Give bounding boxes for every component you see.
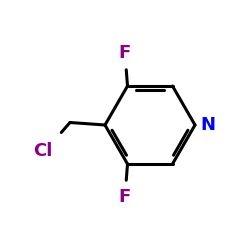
Text: F: F — [119, 44, 131, 62]
Text: F: F — [119, 188, 131, 206]
Text: N: N — [200, 116, 216, 134]
Text: Cl: Cl — [33, 142, 52, 160]
